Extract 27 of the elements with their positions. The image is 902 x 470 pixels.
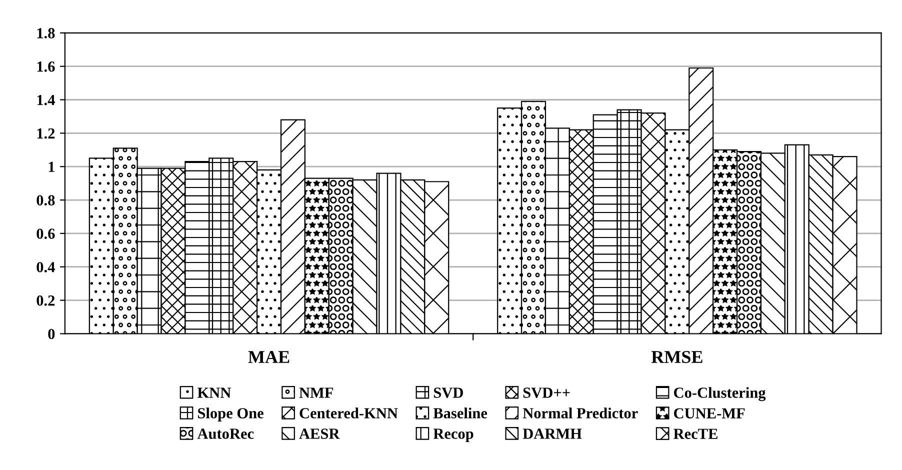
legend-label: NMF bbox=[299, 388, 334, 398]
legend-label: AESR bbox=[299, 428, 340, 439]
y-tick-label: 1.2 bbox=[37, 128, 55, 139]
legend-label: SVD++ bbox=[523, 388, 570, 398]
legend-label: SVD bbox=[434, 388, 463, 398]
legend-label: DARMH bbox=[522, 428, 582, 439]
y-tick-label: 0.4 bbox=[36, 262, 55, 272]
y-tick-label: 1.4 bbox=[37, 94, 55, 106]
y-tick-label: 1.6 bbox=[37, 62, 55, 72]
y-tick-label: 0.2 bbox=[36, 295, 55, 306]
legend-label: Recop bbox=[433, 428, 474, 442]
legend-label: Slope One bbox=[198, 408, 264, 422]
x-tick-label: RMSE bbox=[651, 350, 702, 364]
legend-label: RecTE bbox=[674, 428, 718, 439]
y-tick-label: 0.6 bbox=[36, 228, 55, 239]
x-tick-label: MAE bbox=[248, 350, 290, 363]
y-tick-label: 0 bbox=[48, 328, 55, 340]
legend-label: Normal Predictor bbox=[522, 408, 638, 418]
legend-label: Centered-KNN bbox=[300, 408, 398, 418]
legend-label: Baseline bbox=[433, 408, 488, 418]
legend-label: Co-Clustering bbox=[674, 387, 766, 402]
legend-label: KNN bbox=[197, 388, 231, 398]
y-tick-label: 1 bbox=[48, 162, 54, 172]
legend-label: AutoRec bbox=[197, 428, 254, 439]
y-tick-label: 0.8 bbox=[36, 195, 55, 206]
legend-label: CUNE-MF bbox=[674, 408, 745, 418]
y-tick-label: 1.8 bbox=[37, 28, 55, 38]
